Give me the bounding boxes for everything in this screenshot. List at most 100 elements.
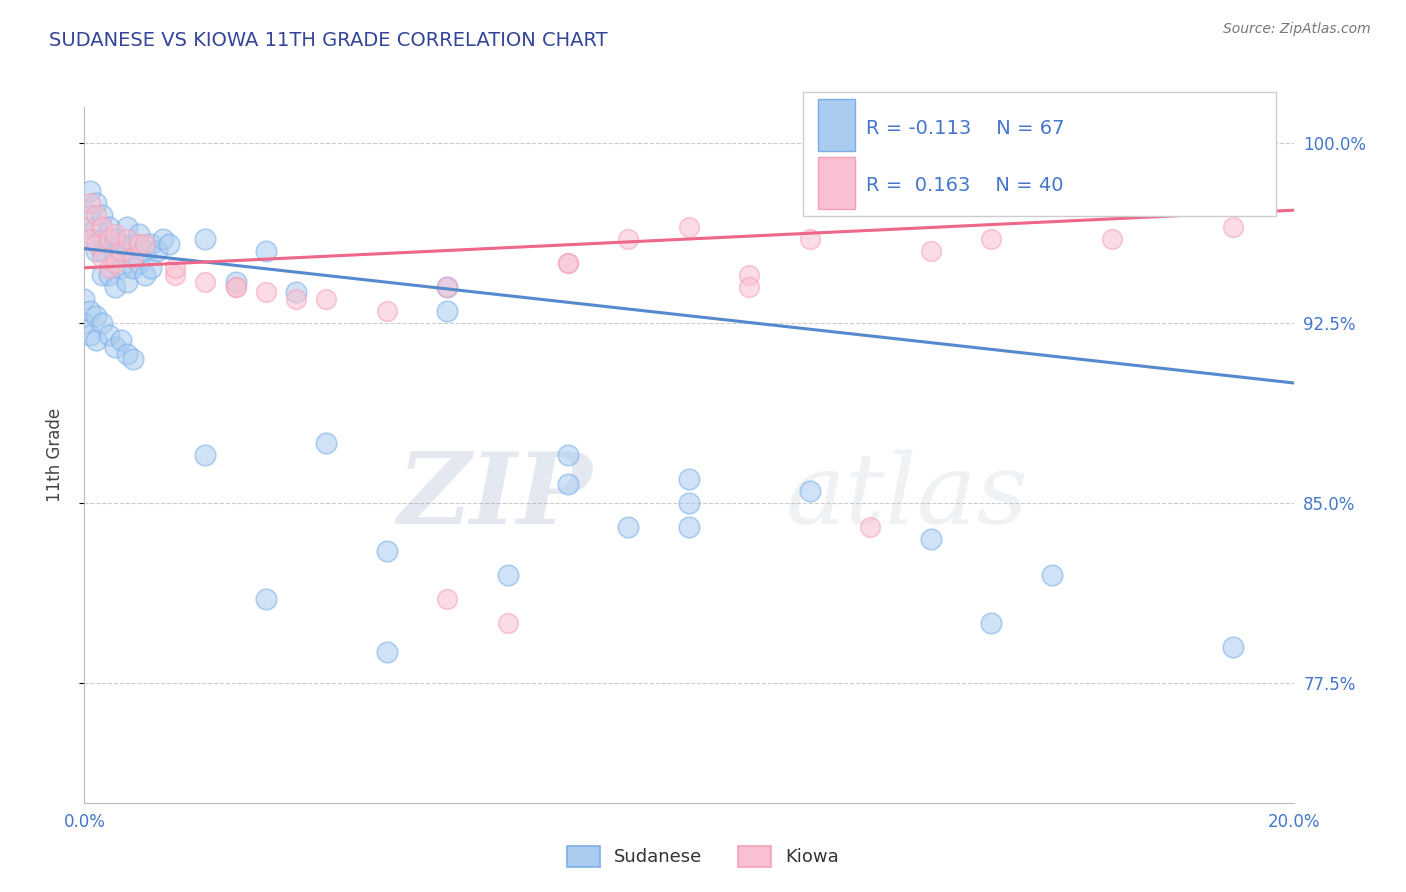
Point — [254, 285, 277, 299]
Point — [980, 615, 1002, 630]
Point — [97, 268, 120, 282]
Point — [104, 251, 127, 265]
Point — [97, 328, 120, 343]
Point — [496, 615, 519, 630]
Point — [91, 316, 114, 330]
Point — [134, 244, 156, 258]
Point — [617, 232, 640, 246]
Point — [165, 260, 187, 275]
Point — [86, 244, 108, 258]
Point — [86, 333, 108, 347]
Point — [678, 496, 700, 510]
Point — [165, 268, 187, 282]
Point — [134, 236, 156, 251]
Point — [91, 208, 114, 222]
Point — [146, 244, 169, 258]
Text: atlas: atlas — [786, 449, 1028, 544]
Y-axis label: 11th Grade: 11th Grade — [45, 408, 63, 502]
Point — [859, 520, 882, 534]
Point — [79, 232, 101, 246]
Point — [920, 532, 942, 546]
Point — [157, 236, 180, 251]
Point — [285, 285, 308, 299]
Point — [73, 219, 96, 234]
Point — [115, 275, 138, 289]
Point — [97, 232, 120, 246]
Point — [121, 251, 143, 265]
Point — [128, 227, 150, 242]
Point — [194, 232, 217, 246]
Point — [678, 520, 700, 534]
Point — [110, 236, 132, 251]
Point — [134, 268, 156, 282]
Point — [980, 232, 1002, 246]
Point — [225, 275, 247, 289]
Point — [617, 520, 640, 534]
Point — [128, 236, 150, 251]
Point — [115, 219, 138, 234]
Point — [254, 244, 277, 258]
Text: R = -0.113    N = 67: R = -0.113 N = 67 — [866, 119, 1064, 137]
Point — [79, 184, 101, 198]
Point — [375, 544, 398, 558]
Point — [1101, 232, 1123, 246]
Point — [110, 333, 132, 347]
Point — [115, 232, 138, 246]
Point — [79, 232, 101, 246]
Point — [194, 448, 217, 462]
Point — [86, 236, 108, 251]
Text: SUDANESE VS KIOWA 11TH GRADE CORRELATION CHART: SUDANESE VS KIOWA 11TH GRADE CORRELATION… — [49, 31, 607, 50]
Point — [496, 567, 519, 582]
Point — [920, 244, 942, 258]
Point — [110, 244, 132, 258]
Point — [194, 275, 217, 289]
Point — [557, 448, 579, 462]
Point — [225, 280, 247, 294]
Point — [79, 196, 101, 211]
Point — [121, 351, 143, 366]
Point — [104, 232, 127, 246]
Text: R =  0.163    N = 40: R = 0.163 N = 40 — [866, 176, 1063, 195]
Point — [86, 219, 108, 234]
Point — [110, 260, 132, 275]
Point — [375, 645, 398, 659]
Point — [115, 347, 138, 361]
Point — [738, 280, 761, 294]
Point — [104, 340, 127, 354]
Point — [73, 316, 96, 330]
Point — [375, 304, 398, 318]
Point — [436, 304, 458, 318]
Point — [557, 256, 579, 270]
Point — [104, 256, 127, 270]
Point — [799, 483, 821, 498]
Point — [254, 591, 277, 606]
Legend: Sudanese, Kiowa: Sudanese, Kiowa — [560, 838, 846, 874]
Point — [436, 591, 458, 606]
Point — [104, 280, 127, 294]
Point — [139, 260, 162, 275]
Point — [1040, 567, 1063, 582]
Point — [91, 268, 114, 282]
Point — [1222, 219, 1244, 234]
Point — [738, 268, 761, 282]
Point — [121, 260, 143, 275]
Text: Source: ZipAtlas.com: Source: ZipAtlas.com — [1223, 22, 1371, 37]
Point — [121, 236, 143, 251]
Point — [315, 292, 337, 306]
Point — [91, 244, 114, 258]
Point — [115, 244, 138, 258]
Point — [79, 304, 101, 318]
Point — [79, 328, 101, 343]
Point — [128, 256, 150, 270]
Point — [86, 309, 108, 323]
Text: ZIP: ZIP — [398, 449, 592, 545]
Point — [1222, 640, 1244, 654]
Point — [285, 292, 308, 306]
Point — [436, 280, 458, 294]
Point — [678, 219, 700, 234]
Point — [104, 227, 127, 242]
Point — [91, 232, 114, 246]
Point — [678, 472, 700, 486]
Point — [152, 232, 174, 246]
Point — [557, 476, 579, 491]
